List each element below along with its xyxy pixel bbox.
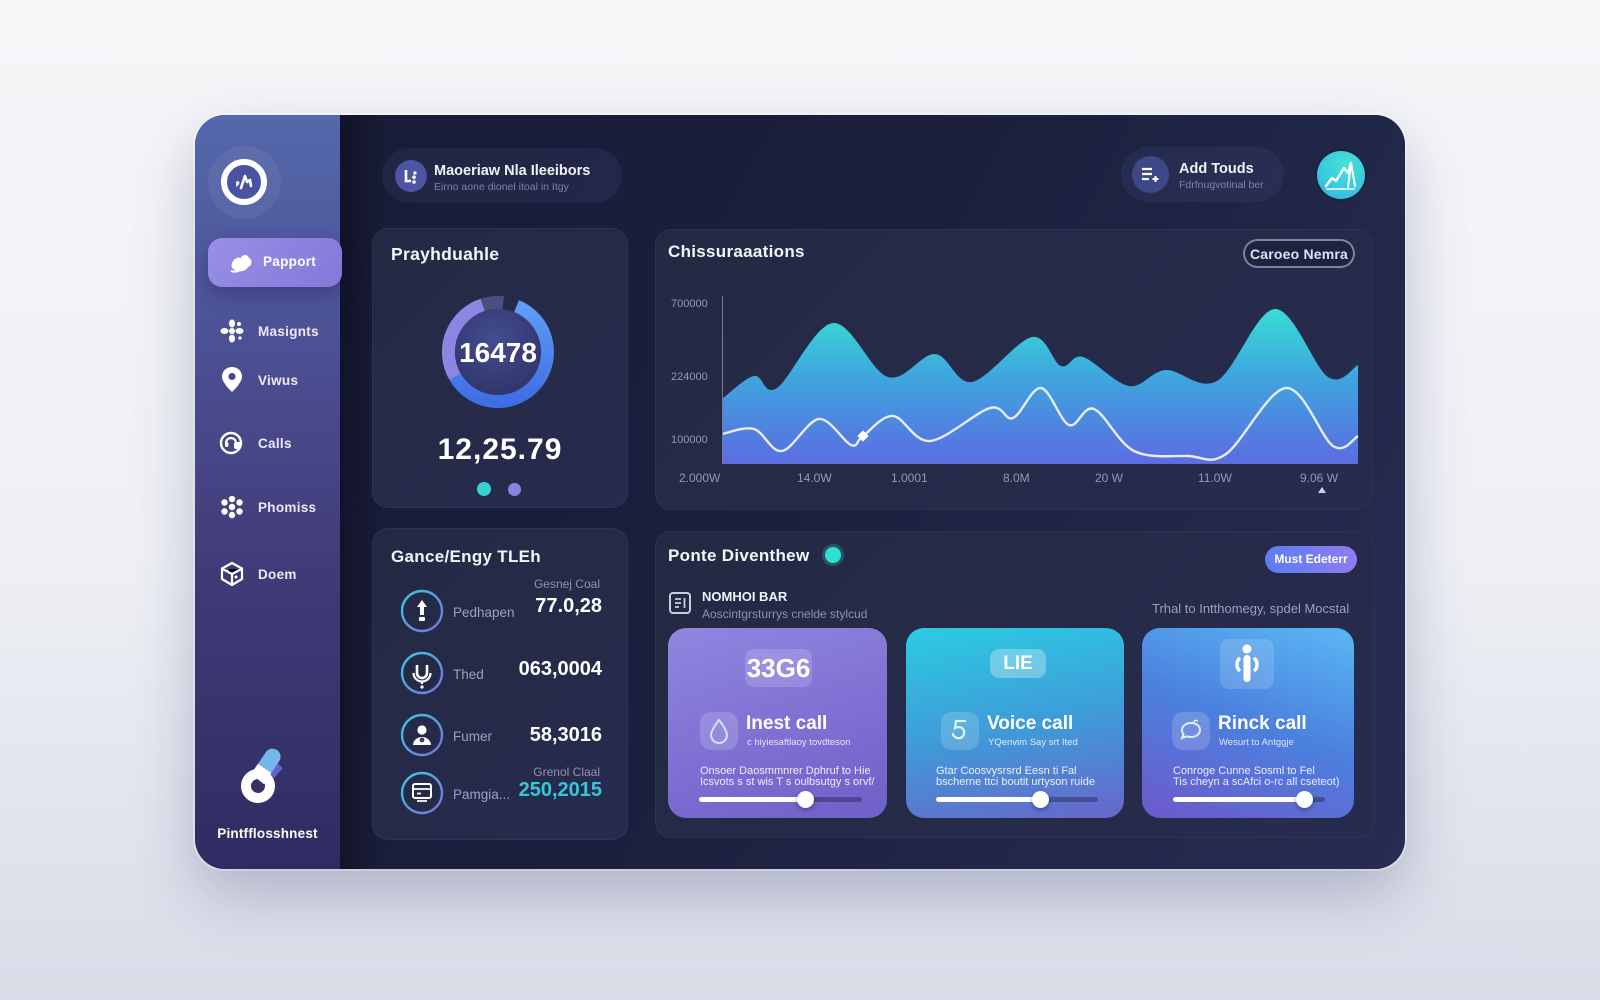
- svg-text:16478: 16478: [459, 337, 537, 368]
